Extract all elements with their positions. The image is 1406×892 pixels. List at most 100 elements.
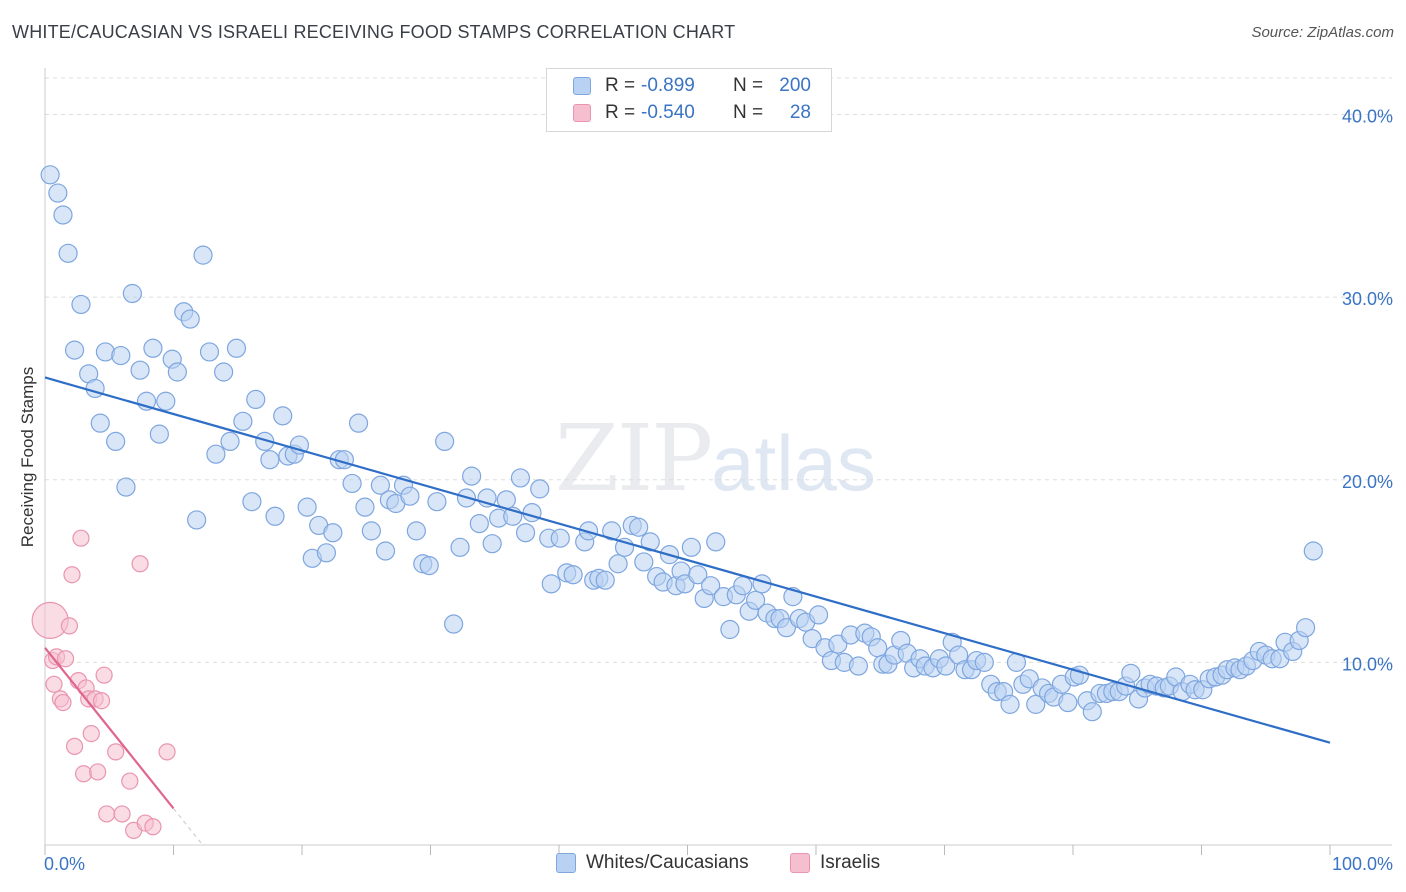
israeli-point [45, 675, 63, 693]
white-caucasian-point [1058, 692, 1078, 713]
white-caucasian-point [316, 543, 337, 563]
white-caucasian-point [746, 590, 766, 610]
bottom-legend-swatch-pink [790, 853, 810, 873]
legend-n-label: N = [733, 102, 764, 123]
white-caucasian-point [260, 450, 280, 470]
legend-r-value: -0.540 [641, 102, 695, 123]
white-caucasian-point [40, 165, 60, 185]
legend-n-value: 200 [779, 75, 811, 96]
legend-n-label: N = [733, 75, 764, 96]
white-caucasian-point [85, 378, 105, 399]
legend-r-label: R = [605, 102, 636, 123]
white-caucasian-point [595, 570, 615, 590]
israeli-point [82, 725, 100, 743]
y-tick-label: 10.0% [1342, 654, 1393, 674]
legend-r-value: -0.899 [641, 75, 695, 96]
white-caucasian-point [64, 340, 85, 360]
watermark-zip: ZIP [555, 405, 713, 512]
white-caucasian-point [370, 475, 390, 495]
y-tick-label: 30.0% [1342, 289, 1393, 309]
israeli-trend-line [44, 647, 175, 810]
white-caucasian-point [1026, 694, 1046, 714]
israeli-point [144, 818, 162, 836]
white-caucasian-point [563, 565, 583, 585]
bottom-legend-label: Whites/Caucasians [586, 852, 749, 873]
white-caucasian-point [206, 444, 226, 464]
x-tick-label: 0.0% [44, 854, 85, 874]
chart-title: WHITE/CAUCASIAN VS ISRAELI RECEIVING FOO… [12, 22, 736, 42]
legend-swatch-pink [573, 104, 591, 122]
white-caucasian-point [1000, 694, 1020, 714]
white-caucasian-point [640, 532, 660, 552]
white-caucasian-point [149, 424, 169, 444]
legend-row-israelis: R = -0.540 N = 28 [573, 101, 811, 125]
white-caucasian-point [419, 555, 439, 576]
israeli-point [131, 555, 149, 573]
bottom-legend-israelis: Israelis [790, 852, 880, 874]
israeli-point [31, 601, 69, 639]
white-caucasian-point [1121, 663, 1141, 683]
white-caucasian-point [90, 413, 110, 433]
white-caucasian-point [122, 283, 142, 304]
white-caucasian-point [273, 406, 293, 426]
white-caucasian-point [634, 552, 654, 572]
israeli-point [89, 763, 107, 781]
israeli-point [158, 743, 176, 761]
white-caucasian-point [936, 656, 956, 676]
bottom-legend-swatch-blue [556, 853, 576, 873]
white-caucasian-point [242, 492, 262, 512]
white-caucasian-point [550, 528, 570, 548]
white-caucasian-point [400, 486, 420, 506]
y-tick-label: 20.0% [1342, 472, 1393, 492]
white-caucasian-point [444, 614, 464, 634]
white-caucasian-point [355, 497, 375, 517]
white-caucasian-point [602, 521, 622, 541]
white-caucasian-point [265, 506, 285, 526]
white-caucasian-point [214, 362, 234, 382]
white-caucasian-point [1303, 541, 1323, 561]
white-caucasian-point [1295, 618, 1316, 638]
israeli-point [121, 772, 139, 790]
white-caucasian-point [974, 652, 994, 672]
white-caucasian-point [246, 389, 266, 410]
israeli-point [63, 566, 81, 584]
legend-row-whites: R = -0.899 N = 200 [573, 74, 811, 98]
israeli-point [113, 805, 131, 823]
legend-n-value: 28 [789, 102, 811, 123]
white-caucasian-point [706, 532, 726, 552]
white-caucasian-point [450, 537, 470, 557]
white-caucasian-point [629, 517, 649, 537]
white-caucasian-point [111, 345, 131, 366]
white-caucasian-point [868, 638, 888, 658]
israeli-point [72, 529, 90, 547]
white-caucasian-point [482, 534, 502, 554]
white-caucasian-point [143, 338, 163, 358]
x-tick-label: 100.0% [1332, 854, 1393, 874]
white-caucasian-point [515, 523, 536, 543]
white-caucasian-point [406, 521, 426, 541]
white-caucasian-point [427, 492, 447, 512]
white-caucasian-point [701, 576, 721, 596]
white-caucasian-point [342, 473, 362, 494]
legend-swatch-blue [573, 77, 591, 95]
white-caucasian-point [187, 510, 207, 530]
white-caucasian-point [608, 554, 628, 574]
white-caucasian-point [323, 523, 343, 543]
white-caucasian-point [130, 360, 150, 380]
white-caucasian-point [167, 362, 187, 382]
white-caucasian-trend-line [44, 376, 1331, 744]
legend-r-label: R = [605, 75, 636, 96]
israeli-point [107, 743, 125, 761]
white-caucasian-point [530, 479, 550, 499]
white-caucasian-point [48, 183, 68, 203]
correlation-legend: R = -0.899 N = 200 R = -0.540 N = 28 [546, 68, 832, 132]
israeli-point [92, 692, 111, 710]
white-caucasian-point [233, 411, 253, 431]
white-caucasian-point [435, 431, 455, 452]
white-caucasian-point [462, 466, 482, 486]
israeli-trend-extension [173, 808, 204, 846]
white-caucasian-point [116, 477, 136, 497]
white-caucasian-point [681, 537, 701, 557]
white-caucasian-point [510, 468, 531, 488]
